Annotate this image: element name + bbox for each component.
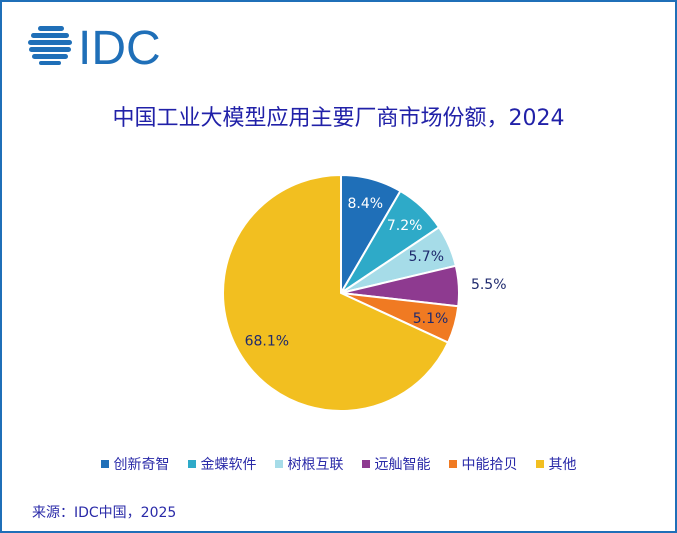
data-label-0: 8.4% xyxy=(347,196,383,212)
legend-label: 树根互联 xyxy=(287,457,344,473)
pie-chart: 8.4%7.2% 5.7% 5.5% 5.1% 68.1% xyxy=(222,173,507,412)
legend-item: 创新奇智 xyxy=(100,454,170,474)
legend-swatch xyxy=(100,460,109,468)
legend-swatch xyxy=(448,460,457,468)
data-label-5: 68.1% xyxy=(245,333,289,349)
legend-label: 远舢智能 xyxy=(374,457,431,473)
svg-text:IDC: IDC xyxy=(78,22,161,70)
source-note: 来源：IDC中国，2025 xyxy=(32,505,177,521)
legend-item: 远舢智能 xyxy=(361,454,431,474)
legend-item: 金蝶软件 xyxy=(187,454,257,474)
pie-slice-5 xyxy=(222,173,450,412)
legend-label: 其他 xyxy=(548,457,577,473)
legend-swatch xyxy=(274,460,283,468)
chart-title: 中国工业大模型应用主要厂商市场份额，2024 xyxy=(112,106,565,131)
legend-swatch xyxy=(535,460,544,468)
legend: 创新奇智 金蝶软件 树根互联 远舢智能 中能拾贝 其他 xyxy=(2,454,675,474)
data-label-1: 7.2% xyxy=(387,218,423,234)
legend-swatch xyxy=(361,460,370,468)
legend-swatch xyxy=(187,460,196,468)
idc-logo: IDC xyxy=(28,22,161,70)
data-label-2: 5.7% xyxy=(408,249,444,265)
legend-item: 树根互联 xyxy=(274,454,344,474)
legend-item: 中能拾贝 xyxy=(448,454,518,474)
legend-label: 中能拾贝 xyxy=(461,457,518,473)
data-label-3: 5.5% xyxy=(471,277,507,293)
legend-label: 创新奇智 xyxy=(113,457,170,473)
data-label-4: 5.1% xyxy=(413,311,449,327)
legend-label: 金蝶软件 xyxy=(200,457,257,473)
legend-item: 其他 xyxy=(535,454,577,474)
